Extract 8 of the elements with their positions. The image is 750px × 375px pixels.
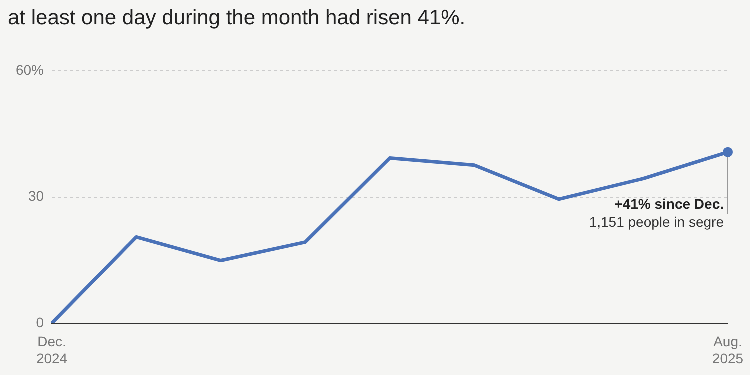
y-tick-label: 60% <box>16 62 44 78</box>
chart-title: at least one day during the month had risen 41%. <box>8 6 466 30</box>
x-tick-label: Dec. 2024 <box>36 334 68 366</box>
y-tick-label: 0 <box>36 314 44 330</box>
x-tick-label: Aug. 2025 <box>712 334 744 366</box>
y-tick-label: 30 <box>28 188 44 204</box>
annotation: +41% since Dec. <box>614 196 724 212</box>
annotation: 1,151 people in segre <box>589 214 724 230</box>
